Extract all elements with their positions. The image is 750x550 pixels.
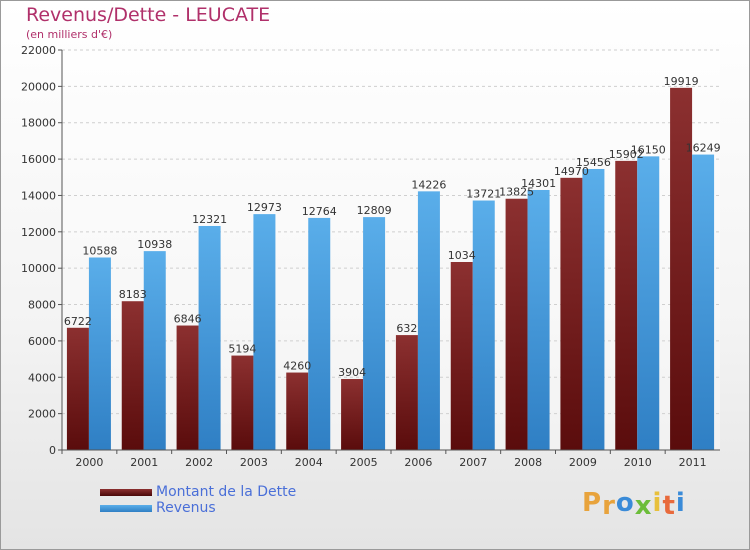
bar-revenus [363, 217, 386, 450]
x-tick-label: 2010 [624, 456, 652, 469]
bar-revenus [198, 225, 221, 450]
data-label-dette: 15902 [609, 148, 644, 161]
data-label-dette: 1034 [448, 249, 476, 262]
x-tick-label: 2008 [514, 456, 542, 469]
data-label-revenus: 14301 [521, 177, 556, 190]
bar-revenus [472, 200, 495, 450]
bar-revenus [253, 214, 276, 450]
bar-revenus [308, 217, 331, 450]
x-tick-label: 2011 [679, 456, 707, 469]
bar-revenus [692, 154, 715, 450]
data-label-dette: 6846 [174, 313, 202, 326]
bar-dette [670, 87, 693, 450]
logo-letter: i [675, 488, 686, 518]
data-label-revenus: 10938 [137, 238, 172, 251]
data-label-dette: 6722 [64, 315, 92, 328]
chart-subtitle: (en milliers d'€) [26, 28, 113, 41]
bar-dette [341, 379, 364, 450]
bar-dette [66, 327, 89, 450]
bar-revenus [582, 168, 605, 450]
y-tick-label: 4000 [28, 371, 56, 384]
bar-dette [286, 372, 309, 450]
bar-dette [615, 160, 638, 450]
bar-revenus [143, 251, 166, 450]
data-label-dette: 8183 [119, 288, 147, 301]
bar-revenus [637, 156, 660, 450]
data-label-revenus: 12809 [357, 204, 392, 217]
y-tick-label: 16000 [21, 153, 56, 166]
logo-letter: t [662, 491, 676, 521]
data-label-revenus: 14226 [411, 178, 446, 191]
data-label-revenus: 10588 [82, 244, 117, 257]
plot-area [62, 50, 720, 450]
data-label-revenus: 13721 [466, 188, 501, 201]
x-tick-label: 2004 [295, 456, 323, 469]
x-tick-label: 2009 [569, 456, 597, 469]
data-label-dette: 4260 [283, 360, 311, 373]
bar-dette [231, 355, 254, 450]
legend-swatch-revenus [100, 505, 152, 512]
x-tick-label: 2000 [75, 456, 103, 469]
y-tick-label: 8000 [28, 299, 56, 312]
x-tick-label: 2005 [350, 456, 378, 469]
legend-label-revenus: Revenus [156, 500, 216, 516]
y-tick-label: 2000 [28, 408, 56, 421]
logo-letter: i [652, 488, 663, 518]
bar-dette [450, 262, 473, 450]
data-label-dette: 5194 [228, 343, 256, 356]
data-label-dette: 13825 [499, 186, 534, 199]
y-tick-label: 20000 [21, 80, 56, 93]
data-label-revenus: 15456 [576, 156, 611, 169]
data-label-dette: 19919 [664, 75, 699, 88]
y-tick-label: 14000 [21, 189, 56, 202]
data-label-dette: 14970 [554, 165, 589, 178]
y-tick-label: 18000 [21, 117, 56, 130]
chart-title: Revenus/Dette - LEUCATE [26, 4, 271, 26]
data-label-dette: 3904 [338, 366, 366, 379]
data-label-revenus: 16150 [631, 143, 666, 156]
x-tick-label: 2007 [459, 456, 487, 469]
logo-letter: o [615, 488, 635, 518]
x-tick-label: 2006 [404, 456, 432, 469]
logo-letter: x [634, 491, 653, 521]
bar-dette [121, 301, 144, 450]
legend-label-dette: Montant de la Dette [156, 484, 297, 500]
proxiti-logo: Proxiti [582, 488, 686, 521]
data-label-revenus: 12764 [302, 205, 337, 218]
y-tick-label: 0 [49, 444, 56, 457]
data-label-revenus: 12973 [247, 201, 282, 214]
x-tick-label: 2003 [240, 456, 268, 469]
bar-dette [176, 325, 199, 450]
data-label-revenus: 16249 [686, 142, 721, 155]
logo-letter: P [582, 488, 603, 518]
y-tick-label: 22000 [21, 44, 56, 57]
data-label-revenus: 12321 [192, 213, 227, 226]
y-tick-label: 12000 [21, 226, 56, 239]
bar-dette [395, 335, 418, 450]
bar-revenus [417, 191, 440, 450]
x-tick-label: 2001 [130, 456, 158, 469]
bar-dette [505, 198, 528, 450]
x-tick-label: 2002 [185, 456, 213, 469]
logo-letter: r [602, 491, 616, 521]
y-tick-label: 6000 [28, 335, 56, 348]
data-label-dette: 632 [396, 322, 417, 335]
bar-dette [560, 177, 583, 450]
legend-swatch-dette [100, 489, 152, 496]
bar-revenus [88, 257, 111, 450]
y-tick-label: 10000 [21, 262, 56, 275]
bar-revenus [527, 189, 550, 450]
